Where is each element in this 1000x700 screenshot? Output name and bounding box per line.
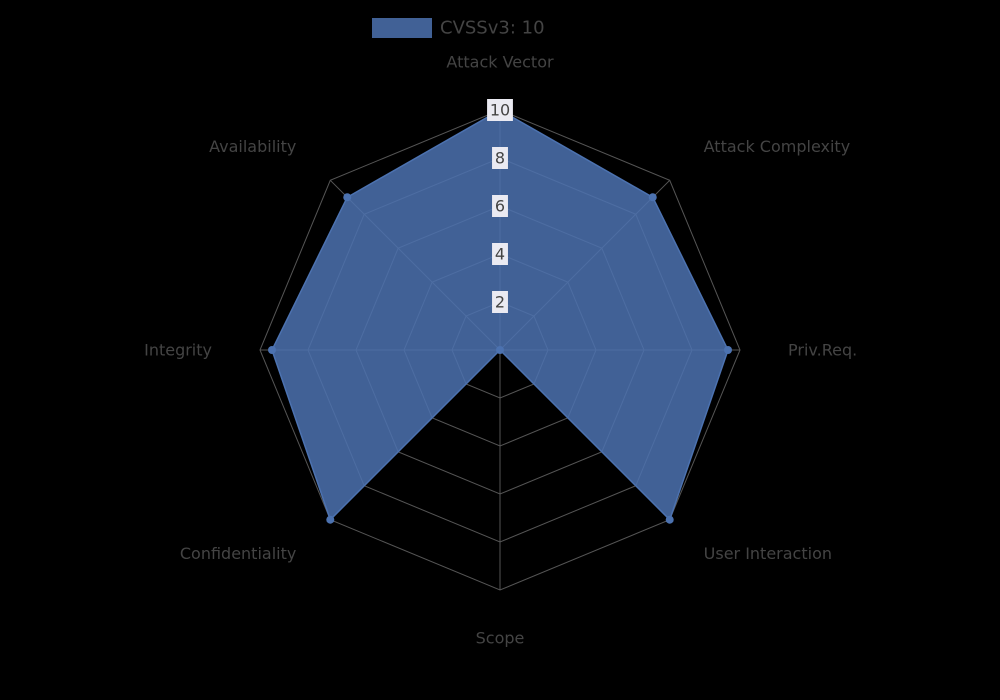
- tick-label: 2: [495, 293, 505, 312]
- axis-label: Confidentiality: [180, 544, 296, 563]
- series-marker: [496, 346, 504, 354]
- legend: CVSSv3: 10: [372, 18, 545, 39]
- axis-label: Priv.Req.: [788, 341, 857, 360]
- tick-label: 6: [495, 197, 505, 216]
- axis-label: Attack Vector: [446, 53, 554, 72]
- axis-label: Attack Complexity: [704, 137, 851, 156]
- tick-label: 4: [495, 245, 505, 264]
- series-marker: [649, 193, 657, 201]
- radar-chart: 2 4 6 8 10 Attack Vector Attack Complexity Priv…: [0, 0, 1000, 700]
- axis-label: Scope: [476, 629, 525, 648]
- legend-swatch: [372, 18, 432, 38]
- series-marker: [343, 193, 351, 201]
- legend-label: CVSSv3: 10: [440, 18, 545, 39]
- axis-label: Availability: [209, 137, 296, 156]
- axis-label: User Interaction: [704, 544, 832, 563]
- series-marker: [326, 516, 334, 524]
- series-marker: [268, 346, 276, 354]
- tick-label: 10: [490, 101, 510, 120]
- axis-label: Integrity: [144, 341, 212, 360]
- series-marker: [724, 346, 732, 354]
- tick-label: 8: [495, 149, 505, 168]
- radar-svg: 2 4 6 8 10 Attack Vector Attack Complexity Priv…: [0, 0, 1000, 700]
- series-marker: [666, 516, 674, 524]
